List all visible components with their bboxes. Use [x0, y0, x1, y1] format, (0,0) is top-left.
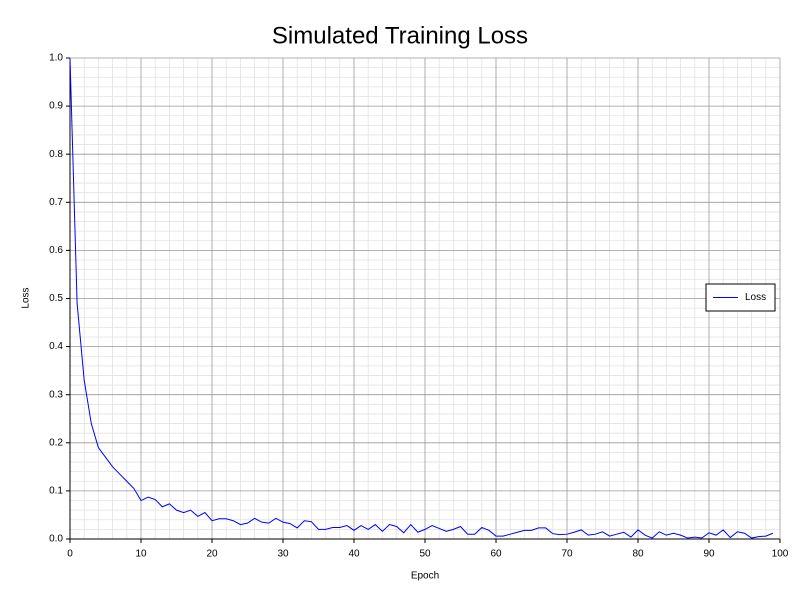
y-tick-label: 0.5	[49, 293, 63, 304]
legend-label: Loss	[745, 292, 766, 303]
x-tick-label: 80	[632, 549, 644, 560]
x-tick-label: 70	[561, 549, 573, 560]
y-tick-label: 0.8	[49, 149, 63, 160]
x-tick-label: 100	[772, 549, 789, 560]
x-tick-label: 30	[277, 549, 289, 560]
y-tick-label: 0.7	[49, 197, 63, 208]
x-tick-label: 20	[206, 549, 218, 560]
line-series	[69, 57, 774, 539]
x-axis-label: Epoch	[411, 571, 439, 582]
y-tick-label: 0.9	[49, 101, 63, 112]
y-tick-label: 0.6	[49, 245, 63, 256]
y-axis-label: Loss	[21, 287, 32, 308]
x-tick-label: 60	[490, 549, 502, 560]
x-tick-label: 50	[419, 549, 431, 560]
y-tick-label: 0.1	[49, 486, 63, 497]
y-tick-label: 0.2	[49, 437, 63, 448]
x-tick-label: 10	[135, 549, 147, 560]
y-tick-label: 0.4	[49, 341, 63, 352]
x-tick-label: 40	[348, 549, 360, 560]
x-tick-label: 90	[703, 549, 715, 560]
x-tick-label: 0	[67, 549, 73, 560]
y-tick-label: 0.0	[49, 534, 63, 545]
chart-title: Simulated Training Loss	[272, 22, 528, 49]
y-tick-label: 1.0	[49, 53, 63, 64]
y-tick-label: 0.3	[49, 389, 63, 400]
